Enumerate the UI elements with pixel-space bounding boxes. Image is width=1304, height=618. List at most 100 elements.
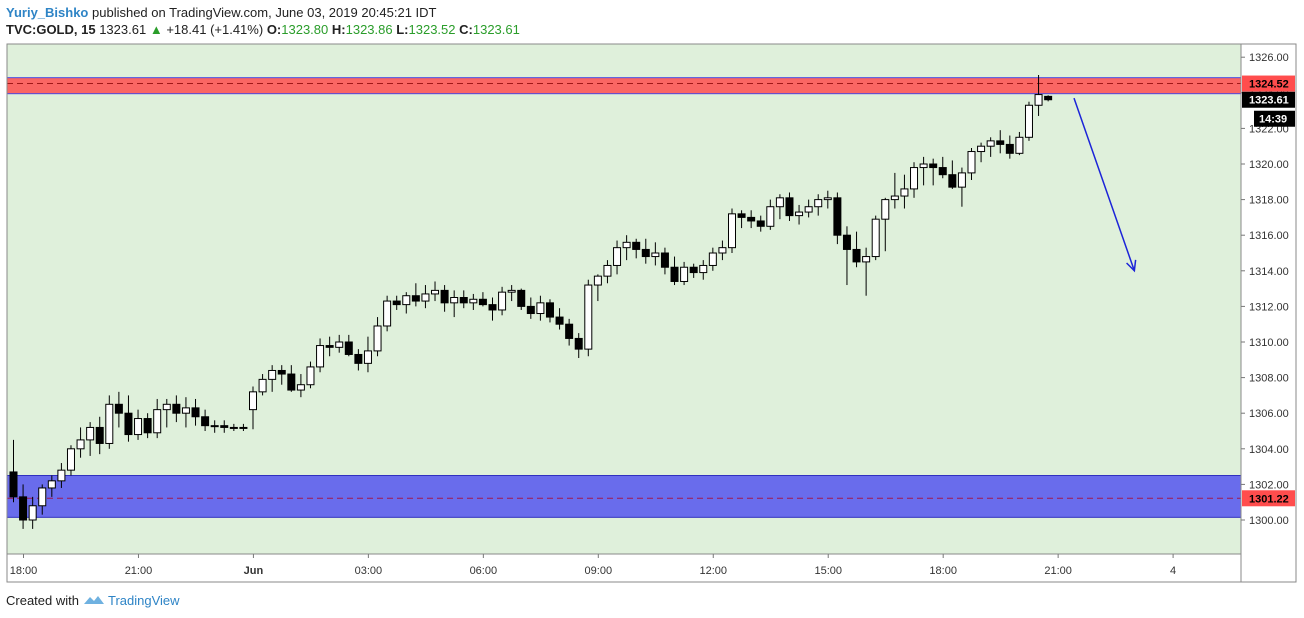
- change-value: +18.41 (+1.41%): [166, 22, 264, 37]
- x-tick-label: Jun: [244, 565, 264, 577]
- candle: [354, 349, 363, 371]
- candle-body: [268, 369, 277, 380]
- candle-body: [488, 304, 497, 311]
- footer: Created with TradingView: [6, 593, 180, 608]
- candle-body: [220, 425, 229, 428]
- candle-body: [306, 366, 315, 386]
- overlay-layer: [1073, 97, 1137, 273]
- candle: [775, 194, 784, 220]
- candle: [526, 297, 535, 319]
- x-tick-label: 18:00: [10, 565, 38, 577]
- candle: [814, 194, 823, 216]
- candle-body: [699, 264, 708, 274]
- last-price: 1323.61: [99, 22, 147, 37]
- candle-body: [325, 345, 334, 348]
- candle-body: [478, 298, 487, 306]
- candle-body: [47, 480, 56, 489]
- candle-body: [392, 300, 401, 306]
- candle-body: [469, 298, 478, 304]
- candle-body: [593, 275, 602, 286]
- candle-body: [9, 471, 18, 498]
- candle: [996, 130, 1005, 154]
- candle-body: [728, 213, 736, 249]
- candle: [842, 226, 851, 286]
- candle: [459, 290, 468, 309]
- candle-body: [172, 403, 181, 414]
- candle: [536, 295, 545, 321]
- time-axis[interactable]: [6, 553, 1242, 583]
- candle: [47, 475, 56, 497]
- candle-body: [871, 218, 880, 258]
- symbol-label: TVC:GOLD, 15: [6, 22, 96, 37]
- candle: [593, 274, 602, 302]
- candle: [795, 204, 804, 225]
- candle: [162, 398, 171, 428]
- candle-body: [335, 341, 344, 348]
- candle: [411, 283, 420, 307]
- y-tick-label: 1312.00: [1249, 301, 1289, 313]
- candle: [804, 199, 813, 218]
- candle-body: [373, 325, 382, 352]
- candle-body: [363, 350, 372, 364]
- x-tick-label: 21:00: [1044, 565, 1072, 577]
- y-tick-label: 1316.00: [1249, 230, 1289, 242]
- candle-body: [277, 369, 286, 375]
- candle: [249, 386, 257, 430]
- candle: [1024, 101, 1033, 141]
- candle: [373, 317, 382, 357]
- candle: [143, 413, 152, 439]
- candle: [1005, 135, 1014, 159]
- ohlc-legend: TVC:GOLD, 15 1323.61 ▲ +18.41 (+1.41%) O…: [6, 22, 520, 37]
- candle: [9, 439, 18, 503]
- tradingview-link[interactable]: TradingView: [108, 593, 180, 608]
- candle-body: [545, 302, 554, 318]
- candle: [201, 409, 210, 431]
- candle-body: [862, 256, 871, 263]
- candle-body: [823, 197, 832, 201]
- y-tick-label: 1300.00: [1249, 515, 1289, 527]
- candle-body: [181, 407, 190, 414]
- price-tags: 1324.52 1323.61 14:39 1301.22: [1242, 75, 1295, 507]
- candle-body: [660, 252, 669, 268]
- candle: [325, 336, 334, 357]
- candle-body: [1024, 104, 1033, 138]
- author-link[interactable]: Yuriy_Bishko: [6, 5, 89, 20]
- price-chart[interactable]: 1300.00 1302.00 1304.00 1306.00 1308.00 1310.…: [0, 0, 1304, 590]
- up-triangle-icon: ▲: [149, 22, 163, 37]
- candle: [670, 256, 679, 286]
- candle-body: [411, 295, 420, 302]
- candle: [488, 297, 497, 321]
- candle-body: [785, 197, 794, 217]
- y-tick-label: 1304.00: [1249, 444, 1289, 456]
- candle-body: [555, 316, 564, 325]
- published-text: published on TradingView.com, June 03, 2…: [92, 5, 437, 20]
- candle-body: [1005, 143, 1014, 154]
- candle-body: [986, 140, 995, 147]
- created-with-text: Created with: [6, 593, 79, 608]
- candle: [421, 285, 430, 309]
- candle-body: [57, 469, 66, 482]
- candle: [229, 423, 238, 431]
- candle-body: [814, 199, 823, 208]
- candle-body: [574, 337, 583, 350]
- candle-body: [38, 487, 47, 507]
- candle-body: [153, 409, 162, 434]
- candle: [124, 395, 133, 442]
- y-tick-label: 1318.00: [1249, 195, 1289, 207]
- candle: [651, 242, 660, 266]
- candle-body: [890, 195, 899, 201]
- candle: [383, 295, 392, 332]
- candle: [287, 365, 296, 392]
- candle: [277, 365, 286, 385]
- candle-body: [354, 353, 363, 364]
- candle: [957, 167, 966, 207]
- candle: [584, 279, 593, 357]
- candle: [919, 156, 928, 186]
- candle: [938, 156, 947, 179]
- resistance-price-tag-bg: [1242, 75, 1295, 92]
- resistance-price-tag: 1324.52: [1249, 79, 1289, 91]
- candle-body: [66, 448, 75, 471]
- candle: [766, 199, 775, 230]
- x-tick-label: 15:00: [814, 565, 842, 577]
- candle-body: [680, 266, 689, 282]
